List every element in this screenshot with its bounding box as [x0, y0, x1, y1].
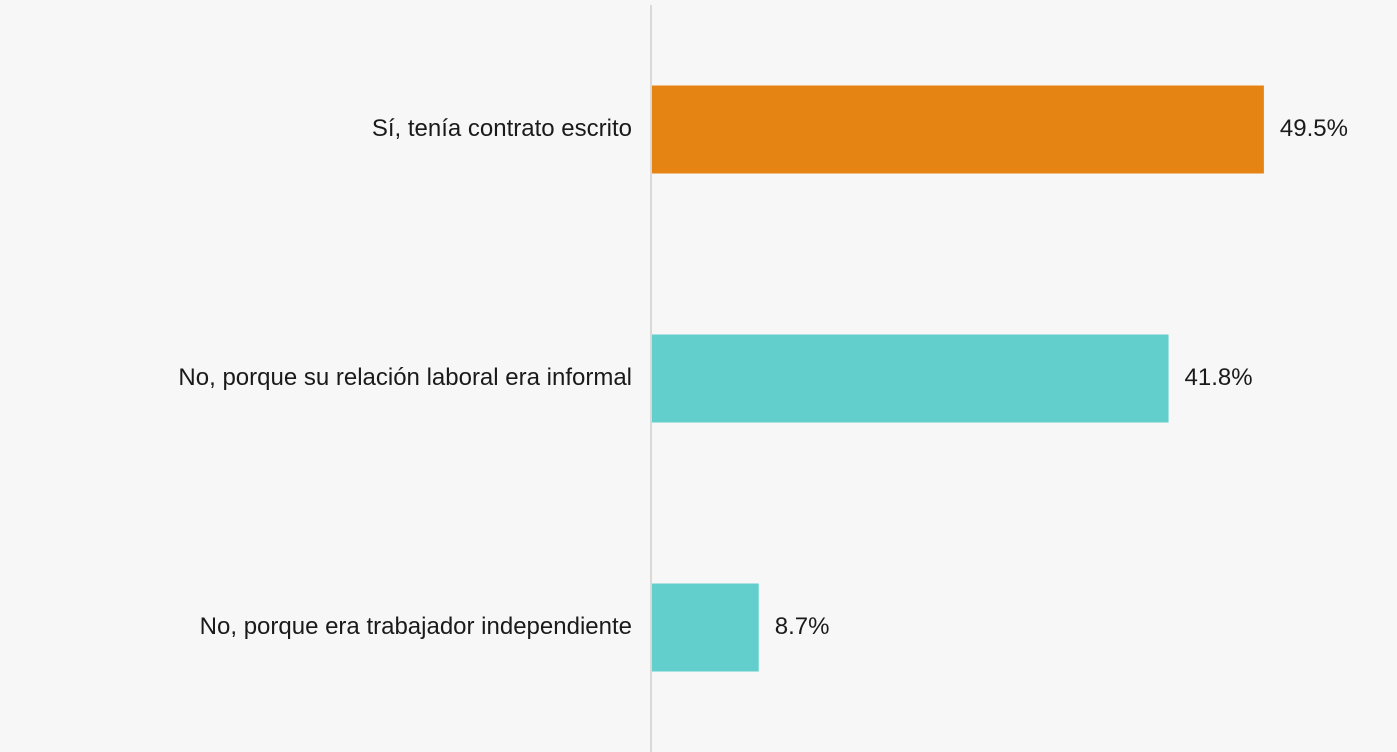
bar	[651, 583, 759, 672]
category-label: No, porque era trabajador independiente	[200, 613, 632, 640]
value-label: 8.7%	[775, 613, 830, 640]
category-label: Sí, tenía contrato escrito	[372, 115, 632, 142]
bar	[651, 334, 1169, 423]
value-label: 41.8%	[1185, 364, 1253, 391]
value-label: 49.5%	[1280, 115, 1348, 142]
bar	[651, 85, 1264, 174]
category-label: No, porque su relación laboral era infor…	[178, 364, 632, 391]
